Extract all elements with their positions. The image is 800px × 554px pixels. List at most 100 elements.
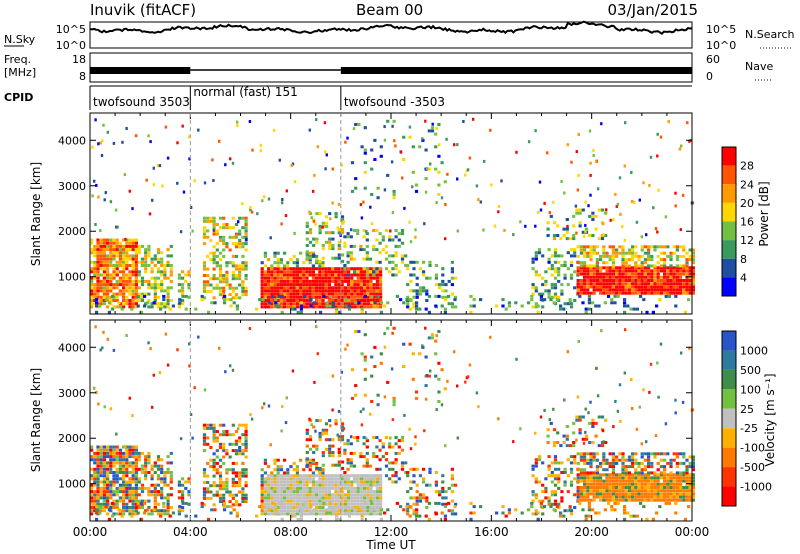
velocity-cell bbox=[588, 421, 592, 425]
velocity-cell bbox=[311, 474, 315, 478]
velocity-cell bbox=[238, 446, 242, 449]
power-cell bbox=[363, 270, 367, 274]
velocity-cell bbox=[276, 490, 280, 494]
velocity-cell bbox=[315, 499, 319, 503]
velocity-cell bbox=[90, 448, 94, 452]
velocity-cell bbox=[631, 407, 634, 410]
velocity-cell bbox=[337, 502, 341, 506]
velocity-cell bbox=[583, 471, 587, 475]
velocity-cell bbox=[286, 499, 290, 503]
velocity-cell bbox=[572, 441, 576, 444]
velocity-cell bbox=[384, 474, 389, 478]
power-cell bbox=[356, 299, 360, 302]
power-cell bbox=[359, 276, 363, 280]
velocity-cell bbox=[572, 444, 576, 448]
velocity-cell bbox=[379, 502, 383, 506]
power-cell bbox=[576, 266, 580, 270]
velocity-cell bbox=[156, 455, 161, 459]
power-cell bbox=[669, 258, 673, 262]
velocity-cell bbox=[679, 471, 683, 475]
power-cell bbox=[589, 245, 593, 249]
velocity-cell bbox=[218, 346, 221, 350]
cpid-segment-label: twofsound 3503 bbox=[93, 95, 190, 109]
power-cell bbox=[241, 293, 245, 297]
cpid-label: CPID bbox=[4, 91, 33, 104]
power-cell bbox=[560, 254, 564, 258]
power-cell bbox=[308, 295, 312, 299]
power-cell bbox=[218, 258, 223, 262]
velocity-cell bbox=[688, 479, 692, 483]
power-cell bbox=[90, 283, 94, 287]
velocity-cell bbox=[96, 493, 100, 497]
velocity-cell bbox=[131, 448, 135, 452]
power-cell bbox=[207, 310, 211, 314]
power-cell bbox=[650, 269, 654, 273]
velocity-cell bbox=[244, 439, 248, 443]
velocity-cell bbox=[324, 499, 328, 503]
power-cell bbox=[370, 167, 374, 171]
power-cell bbox=[263, 279, 267, 283]
velocity-cell bbox=[557, 461, 561, 465]
velocity-cell bbox=[96, 477, 100, 481]
power-cell bbox=[321, 256, 325, 260]
velocity-cell bbox=[263, 461, 267, 465]
velocity-cell bbox=[643, 482, 647, 486]
velocity-cell bbox=[289, 490, 293, 494]
velocity-cell bbox=[611, 471, 615, 475]
velocity-cell bbox=[218, 458, 223, 462]
velocity-cell bbox=[579, 492, 583, 496]
velocity-cell bbox=[595, 482, 599, 486]
power-cell bbox=[372, 292, 376, 296]
velocity-cell bbox=[337, 506, 341, 509]
velocity-cell bbox=[631, 473, 635, 477]
power-cell bbox=[469, 304, 473, 308]
power-cell bbox=[209, 258, 213, 262]
power-cell bbox=[209, 289, 213, 293]
velocity-cell bbox=[328, 451, 332, 454]
power-cell bbox=[547, 289, 551, 293]
power-cell bbox=[160, 289, 164, 293]
power-cell bbox=[238, 216, 242, 220]
power-cell bbox=[619, 212, 622, 216]
power-cell bbox=[340, 283, 344, 287]
velocity-cell bbox=[468, 363, 472, 367]
power-cell bbox=[212, 267, 216, 271]
power-cell bbox=[293, 231, 296, 235]
power-cell bbox=[565, 218, 569, 221]
velocity-cell bbox=[611, 452, 615, 456]
power-cell bbox=[184, 294, 188, 298]
power-cell bbox=[131, 299, 135, 302]
power-cell bbox=[651, 310, 655, 314]
power-cell bbox=[379, 283, 383, 287]
velocity-cell bbox=[313, 380, 316, 384]
power-cell bbox=[331, 167, 334, 171]
power-cell bbox=[106, 279, 110, 283]
power-cell bbox=[156, 302, 161, 306]
power-cell bbox=[608, 258, 612, 262]
power-cell bbox=[649, 155, 653, 159]
power-cell bbox=[653, 291, 657, 295]
velocity-cell bbox=[643, 479, 647, 483]
velocity-cell bbox=[134, 490, 138, 494]
velocity-cell bbox=[605, 461, 609, 465]
velocity-cell bbox=[356, 436, 360, 439]
velocity-cell bbox=[618, 476, 622, 480]
power-cell bbox=[346, 251, 350, 255]
velocity-cell bbox=[131, 477, 135, 481]
power-cell bbox=[375, 270, 379, 274]
power-cell bbox=[412, 289, 416, 293]
power-cell bbox=[418, 286, 422, 290]
power-cell bbox=[292, 302, 296, 306]
velocity-cell bbox=[270, 477, 274, 481]
velocity-cell bbox=[160, 493, 164, 497]
velocity-cell bbox=[375, 477, 379, 481]
power-cell bbox=[438, 286, 442, 290]
power-cell bbox=[388, 238, 392, 242]
velocity-cell bbox=[669, 473, 673, 477]
power-cell bbox=[352, 257, 357, 261]
power-cell bbox=[292, 289, 296, 293]
velocity-cell bbox=[311, 471, 315, 475]
velocity-cell bbox=[589, 455, 593, 459]
velocity-cell bbox=[400, 467, 405, 471]
power-cell bbox=[412, 302, 416, 306]
